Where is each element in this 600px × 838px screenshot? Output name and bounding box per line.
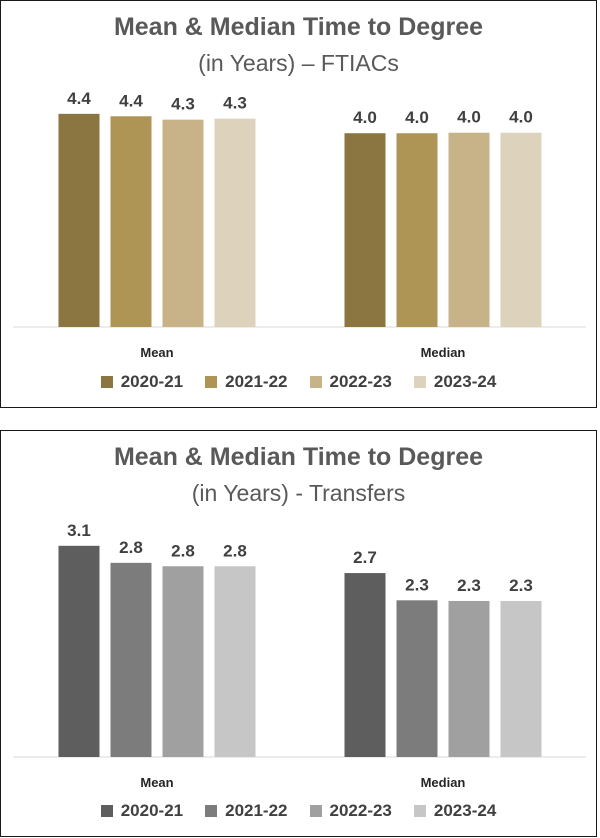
chart-legend: 2020-21 2021-22 2022-23 2023-24 <box>1 372 596 392</box>
legend-label: 2021-22 <box>225 372 288 391</box>
legend-swatch <box>309 376 322 388</box>
legend-item: 2020-21 <box>100 372 184 392</box>
bar-mean-2020-21 <box>58 545 100 757</box>
legend-swatch <box>100 805 113 817</box>
chart-title: Mean & Median Time to Degree <box>113 443 484 471</box>
legend-item: 2022-23 <box>309 801 392 821</box>
data-label: 2.8 <box>119 538 143 557</box>
chart-subtitle: (in Years) - Transfers <box>191 480 406 506</box>
legend-swatch <box>413 805 426 817</box>
bar-mean-2021-22 <box>110 562 152 757</box>
legend-swatch <box>413 376 426 388</box>
legend-item: 2021-22 <box>205 801 288 821</box>
legend-label: 2020-21 <box>120 801 184 820</box>
legend-label: 2022-23 <box>329 801 392 820</box>
legend-label: 2023-24 <box>433 372 497 391</box>
bar-mean-2023-24 <box>214 566 256 757</box>
bar-median-2021-22 <box>396 133 438 327</box>
chart-panel-transfers: Mean & Median Time to Degree (in Years) … <box>0 430 597 837</box>
legend-label: 2022-23 <box>329 372 392 391</box>
legend-swatch <box>309 805 322 817</box>
data-label: 2.7 <box>353 548 377 567</box>
bar-median-2020-21 <box>344 573 386 757</box>
legend-item: 2023-24 <box>413 801 497 821</box>
legend-item: 2022-23 <box>309 372 392 392</box>
bar-mean-2023-24 <box>214 118 256 327</box>
legend-swatch <box>205 805 218 817</box>
bar-median-2022-23 <box>448 600 490 757</box>
category-label-mean: Mean <box>140 345 173 360</box>
data-label: 4.0 <box>405 108 429 127</box>
chart-panel-ftiacs: Mean & Median Time to Degree (in Years) … <box>0 0 597 408</box>
category-label-median: Median <box>421 345 466 360</box>
data-label: 4.0 <box>353 108 377 127</box>
data-label: 4.3 <box>171 95 195 114</box>
data-label: 2.8 <box>223 541 247 560</box>
category-label-mean: Mean <box>140 775 173 790</box>
data-label: 4.0 <box>509 108 533 127</box>
bar-median-2022-23 <box>448 132 490 327</box>
legend-label: 2021-22 <box>225 801 288 820</box>
bar-mean-2022-23 <box>162 566 204 757</box>
legend-item: 2021-22 <box>205 372 288 392</box>
bar-mean-2020-21 <box>58 113 100 327</box>
legend-swatch <box>100 376 113 388</box>
data-label: 4.3 <box>223 94 247 113</box>
data-label: 2.8 <box>171 541 195 560</box>
data-label: 2.3 <box>509 576 533 595</box>
data-label: 4.4 <box>119 91 143 110</box>
bar-chart-transfers: 3.1 2.8 2.8 2.8 Mean 2.7 2.3 2.3 2.3 Median <box>13 521 586 790</box>
bar-median-2021-22 <box>396 600 438 757</box>
data-label: 2.3 <box>405 575 429 594</box>
bar-median-2023-24 <box>500 132 542 327</box>
data-label: 4.4 <box>67 89 91 108</box>
chart-subtitle: (in Years) – FTIACs <box>198 50 399 76</box>
legend-swatch <box>205 376 218 388</box>
bar-median-2020-21 <box>344 133 386 327</box>
bar-median-2023-24 <box>500 600 542 757</box>
category-label-median: Median <box>421 775 466 790</box>
legend-label: 2023-24 <box>433 801 497 820</box>
legend-item: 2023-24 <box>413 372 497 392</box>
chart-title: Mean & Median Time to Degree <box>113 13 484 41</box>
bar-mean-2022-23 <box>162 119 204 327</box>
data-label: 2.3 <box>457 576 481 595</box>
legend-item: 2020-21 <box>100 801 184 821</box>
bar-mean-2021-22 <box>110 116 152 328</box>
data-label: 4.0 <box>457 108 481 127</box>
bar-chart-ftiacs: 4.4 4.4 4.3 4.3 Mean 4.0 4.0 4.0 4.0 Median <box>13 89 586 360</box>
legend-label: 2020-21 <box>120 372 184 391</box>
chart-legend: 2020-21 2021-22 2022-23 2023-24 <box>1 801 596 821</box>
data-label: 3.1 <box>67 521 91 540</box>
